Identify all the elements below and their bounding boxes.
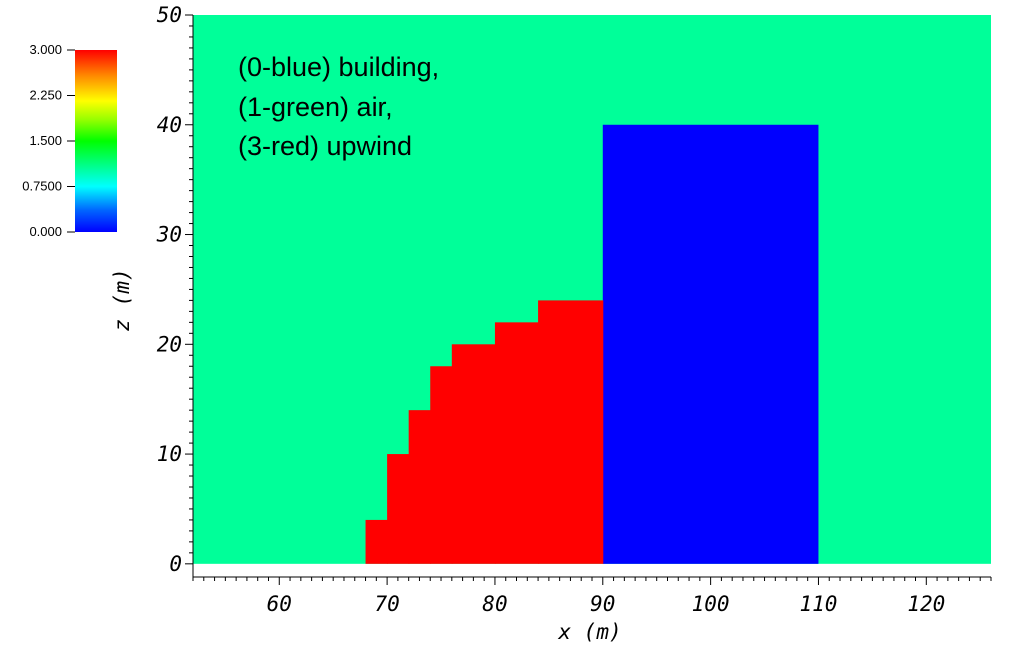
colorbar-tick-label: 0.7500 (22, 179, 62, 194)
annotation-line-upwind: (3-red) upwind (238, 131, 412, 161)
colorbar-tick-label: 0.000 (29, 224, 62, 239)
y-axis-ticks: 0 10 20 30 40 50 (156, 3, 194, 577)
colorbar-tick-label: 1.500 (29, 133, 62, 148)
x-tick-label: 90 (590, 592, 615, 616)
x-tick-label: 60 (267, 592, 292, 616)
colorbar-tick-label: 3.000 (29, 42, 62, 57)
colorbar-tick-label: 2.250 (29, 88, 62, 103)
y-tick-label: 50 (157, 3, 182, 27)
colorbar-ticks: 3.000 2.250 1.500 0.7500 0.000 (22, 42, 75, 239)
x-tick-label: 110 (799, 592, 837, 616)
x-tick-label: 120 (907, 592, 945, 616)
x-tick-label: 100 (692, 592, 730, 616)
colorbar: 3.000 2.250 1.500 0.7500 0.000 (22, 42, 117, 239)
annotation-line-air: (1-green) air, (238, 92, 393, 122)
x-tick-label: 80 (482, 592, 507, 616)
y-axis-title: z (m) (110, 268, 134, 331)
upwind-step-1 (387, 454, 410, 564)
upwind-step-4 (451, 344, 496, 564)
y-tick-label: 30 (156, 223, 182, 247)
upwind-step-2 (408, 410, 431, 564)
y-tick-label: 40 (157, 113, 182, 137)
upwind-step-6 (538, 300, 604, 564)
upwind-step-3 (430, 366, 453, 564)
y-tick-label: 20 (157, 332, 182, 356)
y-tick-label: 10 (157, 442, 182, 466)
annotation-line-building: (0-blue) building, (238, 52, 439, 82)
upwind-step-5 (494, 322, 539, 564)
building-region (602, 124, 819, 564)
data-regions (365, 124, 819, 564)
x-axis-title: x (m) (557, 620, 621, 644)
x-tick-label: 70 (374, 592, 399, 616)
upwind-step-0 (365, 519, 388, 564)
legend-annotation: (0-blue) building, (1-green) air, (3-red… (238, 52, 439, 161)
colorbar-gradient (75, 50, 117, 232)
x-axis-ticks: 60 70 80 90 100 110 120 (192, 577, 992, 616)
y-tick-label: 0 (169, 552, 182, 576)
